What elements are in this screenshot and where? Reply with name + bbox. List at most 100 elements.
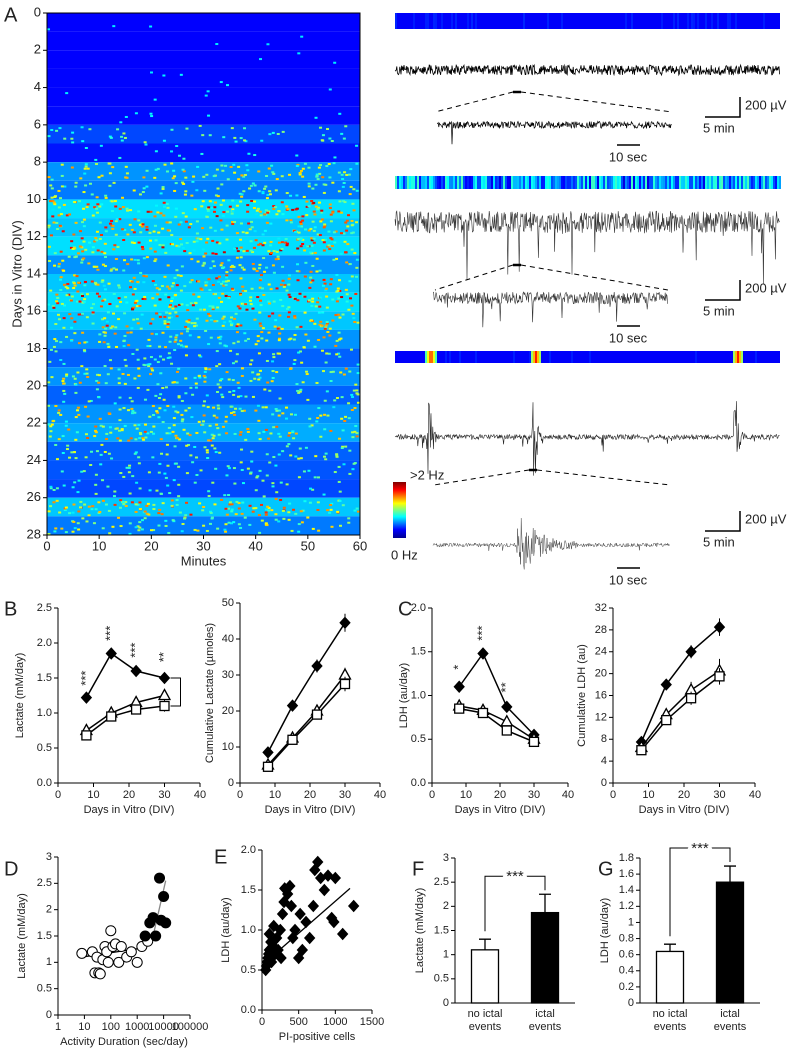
speckle: [154, 239, 158, 242]
x-tick-label: 1000: [323, 1016, 347, 1028]
speckle: [133, 452, 137, 455]
speckle: [350, 393, 354, 396]
speckle: [140, 519, 144, 522]
y-tick-label: 1.8: [619, 852, 634, 864]
speckle: [299, 222, 303, 225]
activity-stripe: [743, 176, 745, 189]
speckle: [271, 376, 275, 379]
speckle: [94, 431, 98, 434]
speckle: [237, 501, 241, 504]
x-tick-label: 30: [339, 789, 351, 801]
speckle: [51, 420, 55, 423]
marker: [160, 917, 172, 929]
speckle: [90, 450, 94, 453]
activity-stripe: [419, 176, 421, 189]
activity-stripe: [441, 13, 443, 29]
speckle: [168, 492, 172, 495]
speckle: [121, 196, 125, 199]
speckle: [212, 406, 216, 409]
speckle: [328, 176, 332, 179]
speckle: [77, 413, 81, 416]
speckle: [110, 268, 114, 271]
speckle: [287, 315, 291, 318]
speckle: [82, 218, 86, 221]
speckle: [151, 297, 155, 300]
speckle: [101, 299, 105, 302]
speckle: [329, 237, 333, 240]
raster-texture: [47, 367, 360, 386]
speckle: [131, 293, 135, 296]
speckle: [239, 200, 243, 203]
speckle: [337, 297, 341, 300]
marker: [328, 915, 340, 929]
speckle: [266, 381, 270, 384]
speckle: [279, 283, 283, 286]
speckle: [237, 523, 241, 526]
amplitude-label: 200 µV: [745, 511, 787, 526]
activity-stripe: [471, 13, 473, 29]
speckle: [122, 345, 126, 348]
speckle: [157, 416, 161, 419]
speckle: [275, 409, 279, 412]
marker: [150, 930, 162, 942]
speckle: [104, 196, 108, 199]
y-tick-label: 16: [595, 689, 607, 701]
speckle: [179, 221, 183, 224]
speckle: [253, 230, 257, 233]
speckle: [118, 156, 122, 159]
speckle: [110, 200, 114, 203]
speckle: [167, 316, 171, 319]
speckle: [219, 219, 223, 222]
x-tick-label: 100000: [172, 1021, 209, 1033]
activity-stripe: [657, 176, 659, 189]
y-axis-label: LDH (au/day): [398, 663, 410, 728]
speckle: [243, 139, 247, 142]
zoom-time-label: 10 sec: [609, 149, 648, 164]
speckle: [149, 322, 153, 325]
marker: [94, 968, 106, 980]
speckle: [83, 172, 87, 175]
speckle: [84, 433, 88, 436]
speckle: [299, 169, 303, 172]
speckle: [309, 276, 313, 279]
speckle: [114, 233, 118, 236]
speckle: [249, 471, 253, 474]
speckle: [57, 214, 61, 217]
speckle: [303, 228, 307, 231]
speckle: [156, 383, 160, 386]
speckle: [314, 305, 318, 308]
speckle: [221, 396, 225, 399]
speckle: [86, 376, 90, 379]
speckle: [203, 431, 207, 434]
speckle: [206, 457, 210, 460]
speckle: [312, 237, 316, 240]
speckle: [296, 299, 300, 302]
activity-stripe: [411, 176, 413, 189]
speckle: [244, 339, 248, 342]
activity-stripe: [429, 351, 431, 363]
speckle: [225, 271, 229, 274]
speckle: [53, 195, 57, 198]
speckle: [293, 359, 297, 362]
speckle: [249, 296, 253, 299]
speckle: [101, 479, 105, 482]
speckle: [305, 200, 309, 203]
speckle: [352, 317, 356, 320]
speckle: [251, 182, 255, 185]
speckle: [274, 206, 278, 209]
speckle: [97, 396, 101, 399]
marker: [287, 734, 298, 745]
speckle: [176, 274, 180, 277]
speckle: [56, 302, 60, 305]
marker: [311, 709, 323, 720]
x-tick-label: 30: [528, 789, 540, 801]
speckle: [184, 392, 188, 395]
speckle: [298, 350, 302, 353]
marker: [113, 956, 125, 968]
speckle: [70, 451, 74, 454]
category-text: ictal events: [528, 1008, 562, 1033]
speckle: [123, 334, 127, 337]
speckle: [297, 530, 301, 533]
x-tick-label: 10: [269, 789, 281, 801]
x-tick-label: 30: [158, 789, 170, 801]
